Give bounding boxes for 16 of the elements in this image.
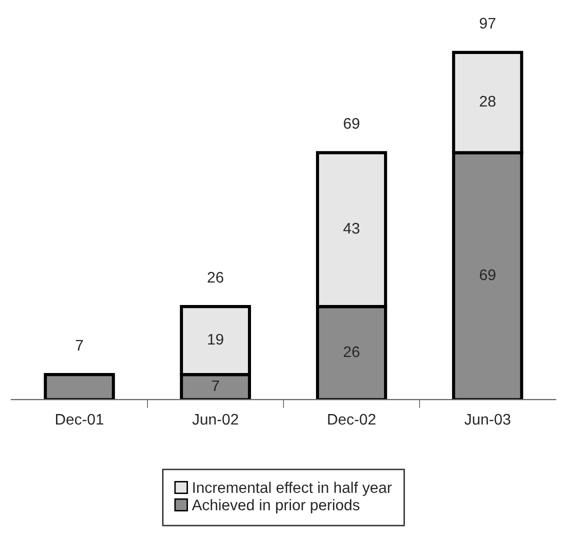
data-label: 69 <box>480 269 496 280</box>
total-label: 97 <box>480 18 496 29</box>
x-tick-label: Jun-03 <box>464 414 510 425</box>
data-label: 28 <box>480 96 496 107</box>
x-tick-label: Dec-01 <box>56 414 104 425</box>
data-label: 26 <box>344 346 360 358</box>
data-label: 43 <box>343 222 360 234</box>
total-label: 69 <box>344 118 360 129</box>
x-tick-label: Jun-02 <box>192 414 238 425</box>
data-label: 7 <box>212 380 219 392</box>
total-label: 26 <box>208 272 224 283</box>
x-tick-label: Dec-02 <box>328 414 376 425</box>
data-label: 19 <box>208 334 224 345</box>
legend-label: Incremental effect in half year <box>193 482 392 496</box>
legend-label: Achieved in prior periods <box>192 499 360 514</box>
total-label: 7 <box>76 340 83 351</box>
